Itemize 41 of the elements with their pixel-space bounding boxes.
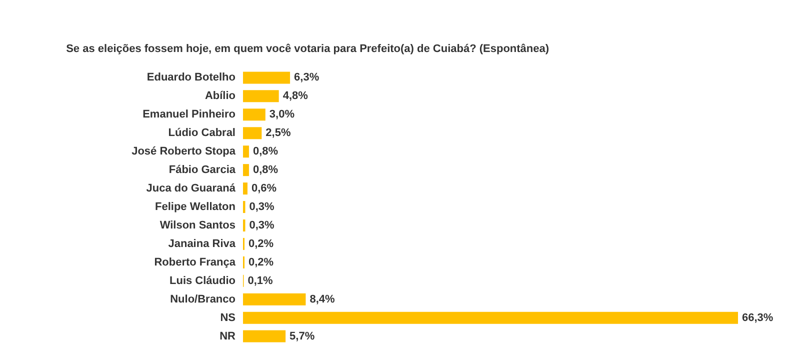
y-tick-label: Fábio Garcia [168,164,236,176]
data-label: 0,3% [249,201,275,213]
y-tick-label: Abílio [204,90,236,102]
data-label: 0,3% [249,219,275,232]
y-tick-label: Felipe Wellaton [155,201,236,213]
y-tick-label: Janaina Riva [168,238,236,250]
data-label: 2,5% [266,127,291,140]
bar [243,90,279,102]
y-tick-label: Wilson Santos [160,219,236,232]
data-label: 0,2% [248,256,274,268]
y-tick-label: Luis Cláudio [170,274,236,287]
y-tick-label: Emanuel Pinheiro [142,108,236,121]
bar [243,312,738,324]
data-label: 0,8% [252,146,278,158]
y-tick-label: José Roberto Stopa [132,146,236,158]
bar [243,330,286,342]
y-tick-label: Eduardo Botelho [146,72,236,84]
y-tick-label: Roberto França [154,256,236,268]
bar [243,164,249,176]
data-label: 5,7% [290,330,315,342]
y-tick-label: Lúdio Cabral [168,127,236,140]
y-tick-label: NR [220,330,236,342]
bar [243,146,249,158]
data-label: 0,2% [248,238,274,250]
data-label: 8,4% [310,293,336,306]
y-tick-label: Nulo/Branco [170,293,236,306]
y-tick-label: Juca do Guaraná [146,182,236,195]
chart-title: Se as eleições fossem hoje, em quem você votaria para Prefeito(a) de Cuiabá? (Espontânea) [66,43,550,55]
bar [243,182,248,195]
bar [243,293,306,306]
data-label: 66,3% [742,312,774,324]
bar [243,72,290,84]
data-label: 0,8% [252,164,278,176]
data-label: 4,8% [282,90,308,102]
data-label: 6,3% [294,72,320,84]
bar [243,108,266,121]
data-label: 0,6% [251,182,277,195]
data-label: 3,0% [269,108,295,121]
bar [243,127,262,140]
y-tick-label: NS [220,312,236,324]
data-label: 0,1% [248,274,274,287]
